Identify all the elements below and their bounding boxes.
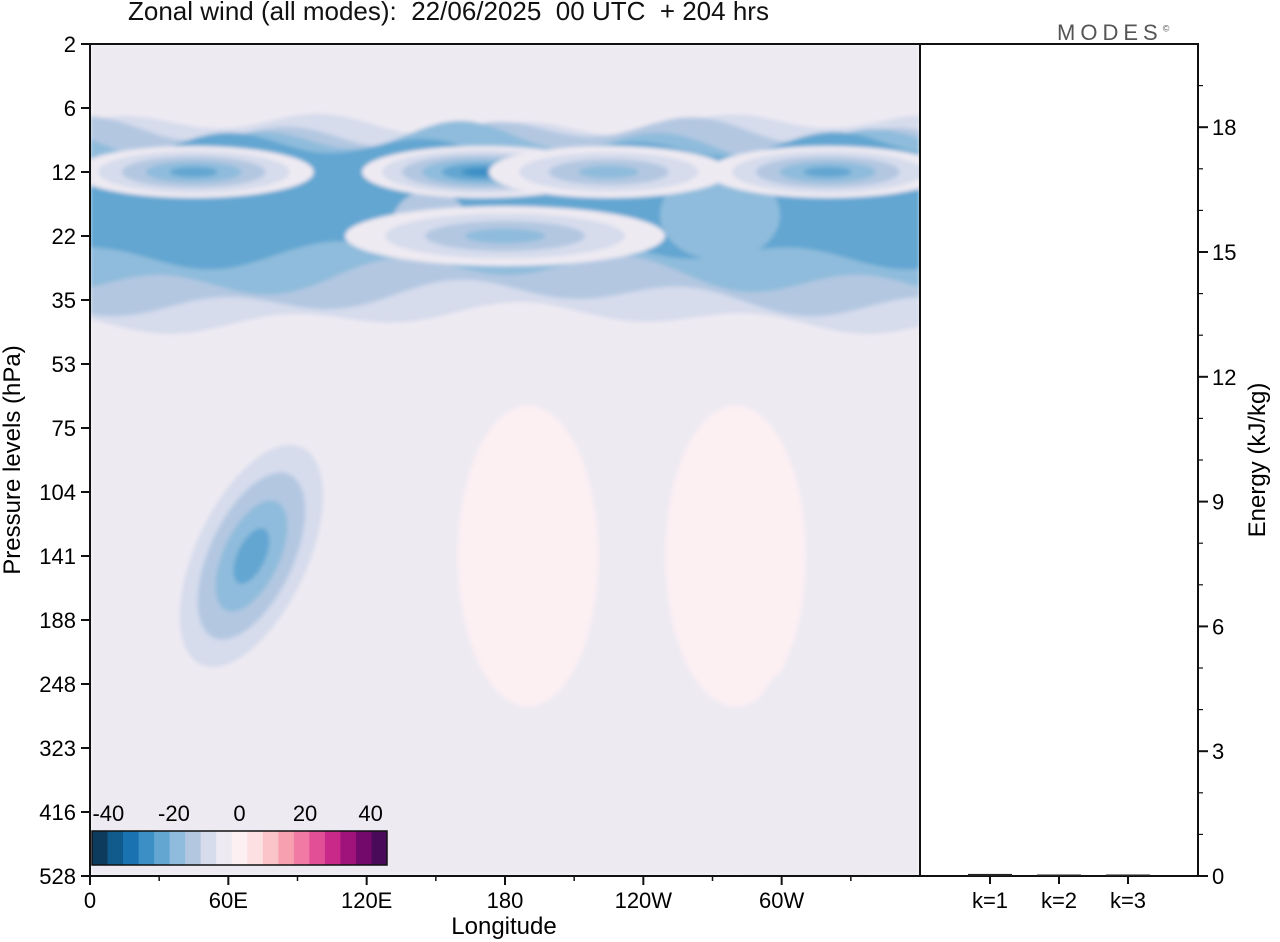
colorbar-swatch bbox=[154, 831, 171, 865]
contour-cell-3-5 bbox=[803, 166, 852, 178]
colorbar-swatch bbox=[107, 831, 124, 865]
colorbar-swatch bbox=[231, 831, 248, 865]
colorbar-swatch bbox=[92, 831, 109, 865]
energy-y-tick-label: 12 bbox=[1212, 365, 1236, 390]
colorbar-swatch bbox=[278, 831, 295, 865]
colorbar-swatch bbox=[324, 831, 341, 865]
energy-y-tick-label: 15 bbox=[1212, 240, 1236, 265]
energy-y-tick-label: 9 bbox=[1212, 490, 1224, 515]
energy-x-tick-label: k=1 bbox=[972, 888, 1008, 913]
x-tick-label: 120E bbox=[341, 888, 392, 913]
y-axis: 2 6 12 22 35 53 75 104 141 188 248 323 416 528 bbox=[39, 32, 90, 889]
colorbar-frame bbox=[91, 830, 388, 866]
colorbar-label: -40 bbox=[92, 801, 124, 826]
y-axis-label: Pressure levels (hPa) bbox=[0, 345, 26, 574]
jet-gap bbox=[660, 170, 780, 260]
y-tick-label: 188 bbox=[39, 608, 76, 633]
energy-axis-label: Energy (kJ/kg) bbox=[1244, 383, 1271, 538]
colorbar-swatch bbox=[185, 831, 202, 865]
contour-cell-4-4 bbox=[465, 228, 545, 244]
y-tick-label: 35 bbox=[52, 288, 76, 313]
heatmap-field bbox=[90, 44, 920, 876]
y-tick-label: 53 bbox=[52, 352, 76, 377]
energy-y-axis: 0 3 6 9 12 15 18 bbox=[1198, 84, 1236, 889]
y-tick-label: 416 bbox=[39, 800, 76, 825]
contour-cell-5-5 bbox=[233, 528, 270, 584]
x-tick-label: 0 bbox=[84, 888, 96, 913]
energy-bar bbox=[1106, 874, 1150, 876]
colorbar-label: -20 bbox=[158, 801, 190, 826]
colorbar-swatch bbox=[262, 831, 279, 865]
brand-name: MODES bbox=[1057, 20, 1163, 45]
brand-logo: MODES© bbox=[1057, 20, 1169, 46]
x-axis-label: Longitude bbox=[451, 913, 556, 940]
y-tick-label: 323 bbox=[39, 736, 76, 761]
energy-y-tick-label: 3 bbox=[1212, 739, 1224, 764]
energy-x-tick-label: k=3 bbox=[1110, 888, 1146, 913]
colorbar-label: 40 bbox=[358, 801, 382, 826]
colorbar-swatch bbox=[247, 831, 264, 865]
x-tick-label: 120W bbox=[615, 888, 673, 913]
colorbar-swatch bbox=[138, 831, 155, 865]
colorbar-swatch bbox=[200, 831, 217, 865]
colorbar-label: 20 bbox=[293, 801, 317, 826]
energy-y-tick-label: 6 bbox=[1212, 614, 1224, 639]
contour-cell-2-4 bbox=[578, 165, 639, 179]
y-tick-label: 12 bbox=[52, 160, 76, 185]
colorbar-swatch bbox=[340, 831, 357, 865]
y-tick-label: 22 bbox=[52, 224, 76, 249]
y-tick-label: 528 bbox=[39, 864, 76, 889]
y-tick-label: 141 bbox=[39, 544, 76, 569]
colorbar-swatch bbox=[309, 831, 326, 865]
y-tick-label: 75 bbox=[52, 416, 76, 441]
y-tick-label: 104 bbox=[39, 480, 76, 505]
contour-cell-8-1 bbox=[734, 662, 875, 876]
colorbar-label: 0 bbox=[233, 801, 245, 826]
contour-cell-7-1 bbox=[665, 406, 806, 706]
colorbar-swatch bbox=[293, 831, 310, 865]
x-tick-label: 60E bbox=[209, 888, 248, 913]
y-tick-label: 6 bbox=[64, 96, 76, 121]
energy-panel-frame bbox=[919, 43, 1199, 877]
x-tick-label: 60W bbox=[759, 888, 804, 913]
chart-title: Zonal wind (all modes): 22/06/2025 00 UT… bbox=[128, 0, 769, 26]
energy-bars bbox=[968, 873, 1150, 876]
energy-x-tick-label: k=2 bbox=[1041, 888, 1077, 913]
colorbar-swatch bbox=[123, 831, 140, 865]
y-tick-label: 248 bbox=[39, 672, 76, 697]
energy-y-tick-label: 18 bbox=[1212, 115, 1236, 140]
energy-bar bbox=[1037, 874, 1081, 876]
contour-cell-0-5 bbox=[169, 166, 218, 178]
colorbar-swatch bbox=[371, 831, 388, 865]
y-tick-label: 2 bbox=[64, 32, 76, 57]
colorbar-swatch bbox=[355, 831, 372, 865]
brand-mark: © bbox=[1162, 23, 1170, 34]
x-axis: 0 60E 120E 180 120W 60W bbox=[84, 876, 852, 913]
colorbar: -40 -20 0 20 40 bbox=[91, 801, 388, 866]
x-tick-label: 180 bbox=[487, 888, 524, 913]
energy-bar bbox=[968, 873, 1012, 876]
energy-x-axis: k=1 k=2 k=3 bbox=[972, 876, 1146, 913]
colorbar-swatch bbox=[169, 831, 186, 865]
energy-y-tick-label: 0 bbox=[1212, 864, 1224, 889]
heatmap-contours bbox=[90, 44, 920, 876]
colorbar-swatch bbox=[216, 831, 233, 865]
contour-cell-6-1 bbox=[458, 406, 599, 706]
